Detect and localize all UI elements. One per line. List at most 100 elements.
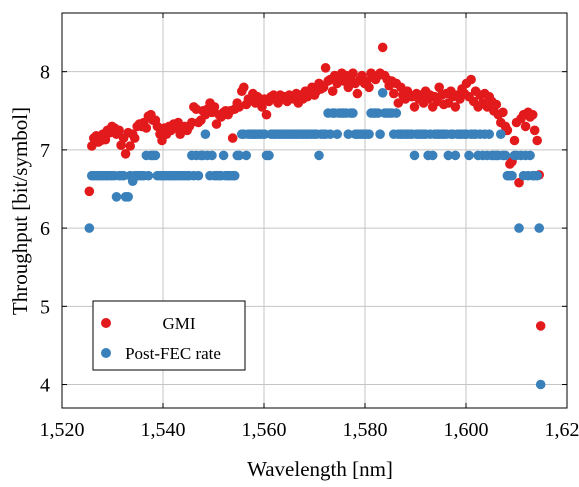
- gmi-point: [498, 107, 508, 118]
- post-fec-point: [409, 150, 420, 161]
- gmi-point: [434, 82, 445, 93]
- gmi-point: [532, 135, 542, 146]
- legend-label-gmi: GMI: [162, 314, 195, 333]
- post-fec-point: [534, 223, 544, 233]
- post-fec-point: [325, 129, 336, 139]
- post-fec-point: [259, 129, 270, 139]
- gmi-point: [529, 125, 540, 136]
- gmi-point: [343, 82, 354, 93]
- post-fec-point: [535, 379, 546, 390]
- gmi-point: [377, 42, 388, 53]
- post-fec-point: [391, 108, 402, 118]
- gmi-point: [239, 82, 249, 93]
- gmi-point: [348, 68, 358, 78]
- post-fec-point: [343, 129, 354, 139]
- gmi-point: [261, 109, 272, 120]
- post-fec-point: [484, 129, 495, 139]
- gmi-point: [393, 98, 404, 108]
- post-fec-point: [525, 150, 535, 161]
- gmi-point: [352, 88, 363, 99]
- gmi-point: [509, 135, 520, 146]
- post-fec-point: [118, 170, 129, 181]
- post-fec-point: [111, 192, 122, 202]
- series-1: [84, 88, 546, 390]
- gmi-point: [227, 133, 238, 143]
- gmi-point: [466, 74, 476, 85]
- post-fec-point: [218, 150, 229, 161]
- y-tick-label: 7: [40, 140, 50, 162]
- series-layer: [84, 42, 546, 390]
- series-0: [84, 42, 546, 331]
- post-fec-point: [500, 150, 511, 161]
- post-fec-point: [234, 150, 245, 161]
- post-fec-point: [84, 223, 95, 233]
- post-fec-point: [143, 170, 154, 181]
- y-tick-label: 6: [40, 218, 50, 240]
- gmi-point: [520, 121, 531, 132]
- post-fec-point: [450, 150, 461, 161]
- x-tick-label: 1,520: [40, 419, 85, 441]
- legend-box: [92, 300, 246, 371]
- post-fec-point: [229, 170, 240, 181]
- gmi-point: [84, 186, 95, 197]
- post-fec-point: [443, 150, 454, 161]
- gmi-point: [535, 321, 546, 331]
- gmi-point: [450, 102, 461, 112]
- post-fec-point: [532, 170, 542, 181]
- post-fec-point: [241, 150, 252, 161]
- legend-label-post-fec-rate: Post-FEC rate: [125, 344, 221, 363]
- gmi-point: [209, 102, 220, 112]
- post-fec-point: [377, 88, 388, 98]
- gmi-point: [409, 102, 420, 112]
- x-tick-label: 1,620: [545, 419, 579, 441]
- gmi-point: [514, 177, 524, 188]
- x-tick-label: 1,580: [343, 419, 388, 441]
- gmi-point: [141, 123, 152, 133]
- tick-labels: 1,520 1,540 1,560 1,580 1,600 1,620 4 5 6 7 8: [40, 62, 579, 441]
- gmi-point: [527, 109, 538, 120]
- post-fec-point: [375, 129, 385, 139]
- gmi-point: [327, 86, 338, 96]
- post-fec-point: [332, 129, 343, 139]
- post-fec-point: [514, 223, 524, 233]
- post-fec-point: [373, 108, 383, 118]
- y-tick-label: 5: [40, 296, 50, 318]
- post-fec-point: [464, 150, 474, 161]
- y-axis-label: Throughput [bit/symbol]: [8, 107, 32, 315]
- gmi-point: [187, 117, 197, 128]
- gmi-point: [114, 125, 124, 136]
- post-fec-point: [193, 170, 204, 181]
- gmi-point: [389, 88, 399, 99]
- legend-marker-gmi: [101, 318, 111, 328]
- gmi-point: [125, 141, 135, 151]
- gmi-point: [257, 102, 267, 112]
- gmi-point: [100, 134, 111, 145]
- x-tick-label: 1,600: [444, 419, 489, 441]
- post-fec-point: [427, 150, 438, 161]
- y-tick-label: 4: [40, 375, 50, 397]
- post-fec-point: [496, 129, 506, 139]
- post-fec-point: [348, 108, 358, 118]
- gmi-point: [129, 133, 140, 143]
- gmi-point: [491, 99, 502, 110]
- plot-frame: [61, 12, 568, 409]
- x-tick-label: 1,560: [242, 419, 287, 441]
- y-tick-label: 8: [40, 62, 50, 84]
- post-fec-point: [364, 129, 374, 139]
- gmi-point: [211, 119, 222, 129]
- legend-marker-post-fec-rate: [101, 348, 111, 358]
- post-fec-point: [264, 150, 274, 161]
- gmi-point: [320, 63, 331, 73]
- post-fec-point: [314, 150, 324, 161]
- legend: GMI Post-FEC rate: [92, 300, 246, 371]
- post-fec-point: [123, 192, 133, 202]
- post-fec-point: [200, 129, 211, 139]
- gmi-point: [364, 82, 374, 93]
- post-fec-point: [150, 150, 161, 161]
- x-axis-label: Wavelength [nm]: [247, 457, 393, 481]
- gmi-point: [120, 149, 131, 159]
- tick-marks: [61, 13, 568, 408]
- post-fec-point: [507, 170, 517, 181]
- post-fec-point: [207, 150, 217, 161]
